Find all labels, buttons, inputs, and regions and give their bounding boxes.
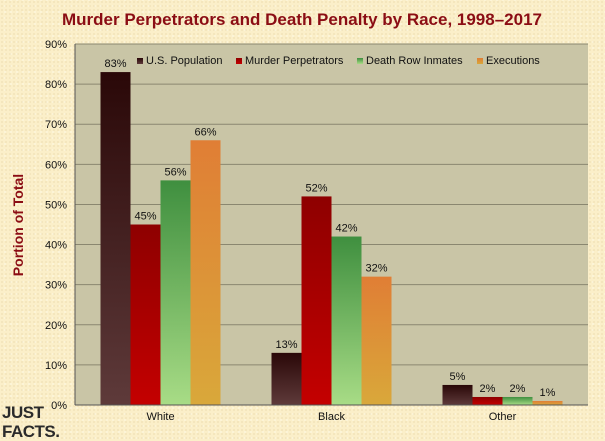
y-tick-label: 80%: [45, 79, 67, 91]
data-label: 66%: [194, 126, 216, 138]
bar: [502, 396, 533, 405]
data-label: 32%: [365, 263, 387, 275]
logo-line-1: JUST: [2, 403, 45, 422]
y-tick-label: 20%: [45, 320, 67, 332]
data-label: 13%: [275, 339, 297, 351]
bars: 83% 45% 56% 66% 13% 52% 42% 32% 5% 2% 2% 1%: [100, 58, 563, 406]
y-tick-label: 10%: [45, 360, 67, 372]
y-tick-label: 30%: [45, 280, 67, 292]
data-label: 83%: [104, 58, 126, 70]
x-tick-label: Other: [489, 411, 517, 423]
bar: [130, 224, 161, 405]
y-tick-label: 90%: [45, 39, 67, 51]
bar: [301, 196, 332, 405]
y-tick-label: 40%: [45, 240, 67, 252]
bar: [472, 396, 503, 405]
legend-label: U.S. Population: [146, 55, 222, 67]
logo-line-2: FACTS.: [2, 422, 59, 441]
just-facts-logo: JUST FACTS.: [2, 403, 60, 441]
legend: U.S. Population Murder Perpetrators Death …: [137, 55, 540, 67]
legend-swatch: [236, 58, 242, 64]
legend-swatch: [357, 58, 363, 64]
legend-label: Death Row Inmates: [366, 55, 463, 67]
bar: [361, 276, 392, 405]
data-label: 56%: [164, 166, 186, 178]
axes: 0% 10% 20% 30% 40% 50% 60% 70% 80% 90% White Black O…: [45, 39, 588, 423]
y-tick-label: 70%: [45, 119, 67, 131]
bar: [100, 72, 131, 406]
legend-swatch: [477, 58, 483, 64]
data-label: 1%: [540, 387, 556, 399]
data-label: 45%: [134, 211, 156, 223]
y-tick-label: 0%: [51, 400, 67, 412]
data-label: 52%: [305, 182, 327, 194]
data-label: 2%: [510, 383, 526, 395]
bar: [160, 180, 191, 405]
y-axis-label: Portion of Total: [10, 174, 26, 276]
chart-title: Murder Perpetrators and Death Penalty by…: [62, 10, 542, 29]
data-label: 42%: [335, 223, 357, 235]
bar: [532, 400, 563, 405]
data-label: 2%: [480, 383, 496, 395]
legend-label: Murder Perpetrators: [245, 55, 344, 67]
x-tick-label: White: [146, 411, 174, 423]
y-tick-label: 50%: [45, 199, 67, 211]
legend-swatch: [137, 58, 143, 64]
y-tick-label: 60%: [45, 159, 67, 171]
bar: [331, 236, 362, 405]
x-tick-label: Black: [318, 411, 345, 423]
data-label: 5%: [450, 371, 466, 383]
legend-label: Executions: [486, 55, 540, 67]
bar: [190, 140, 221, 405]
bar: [271, 352, 302, 405]
bar: [442, 384, 473, 405]
